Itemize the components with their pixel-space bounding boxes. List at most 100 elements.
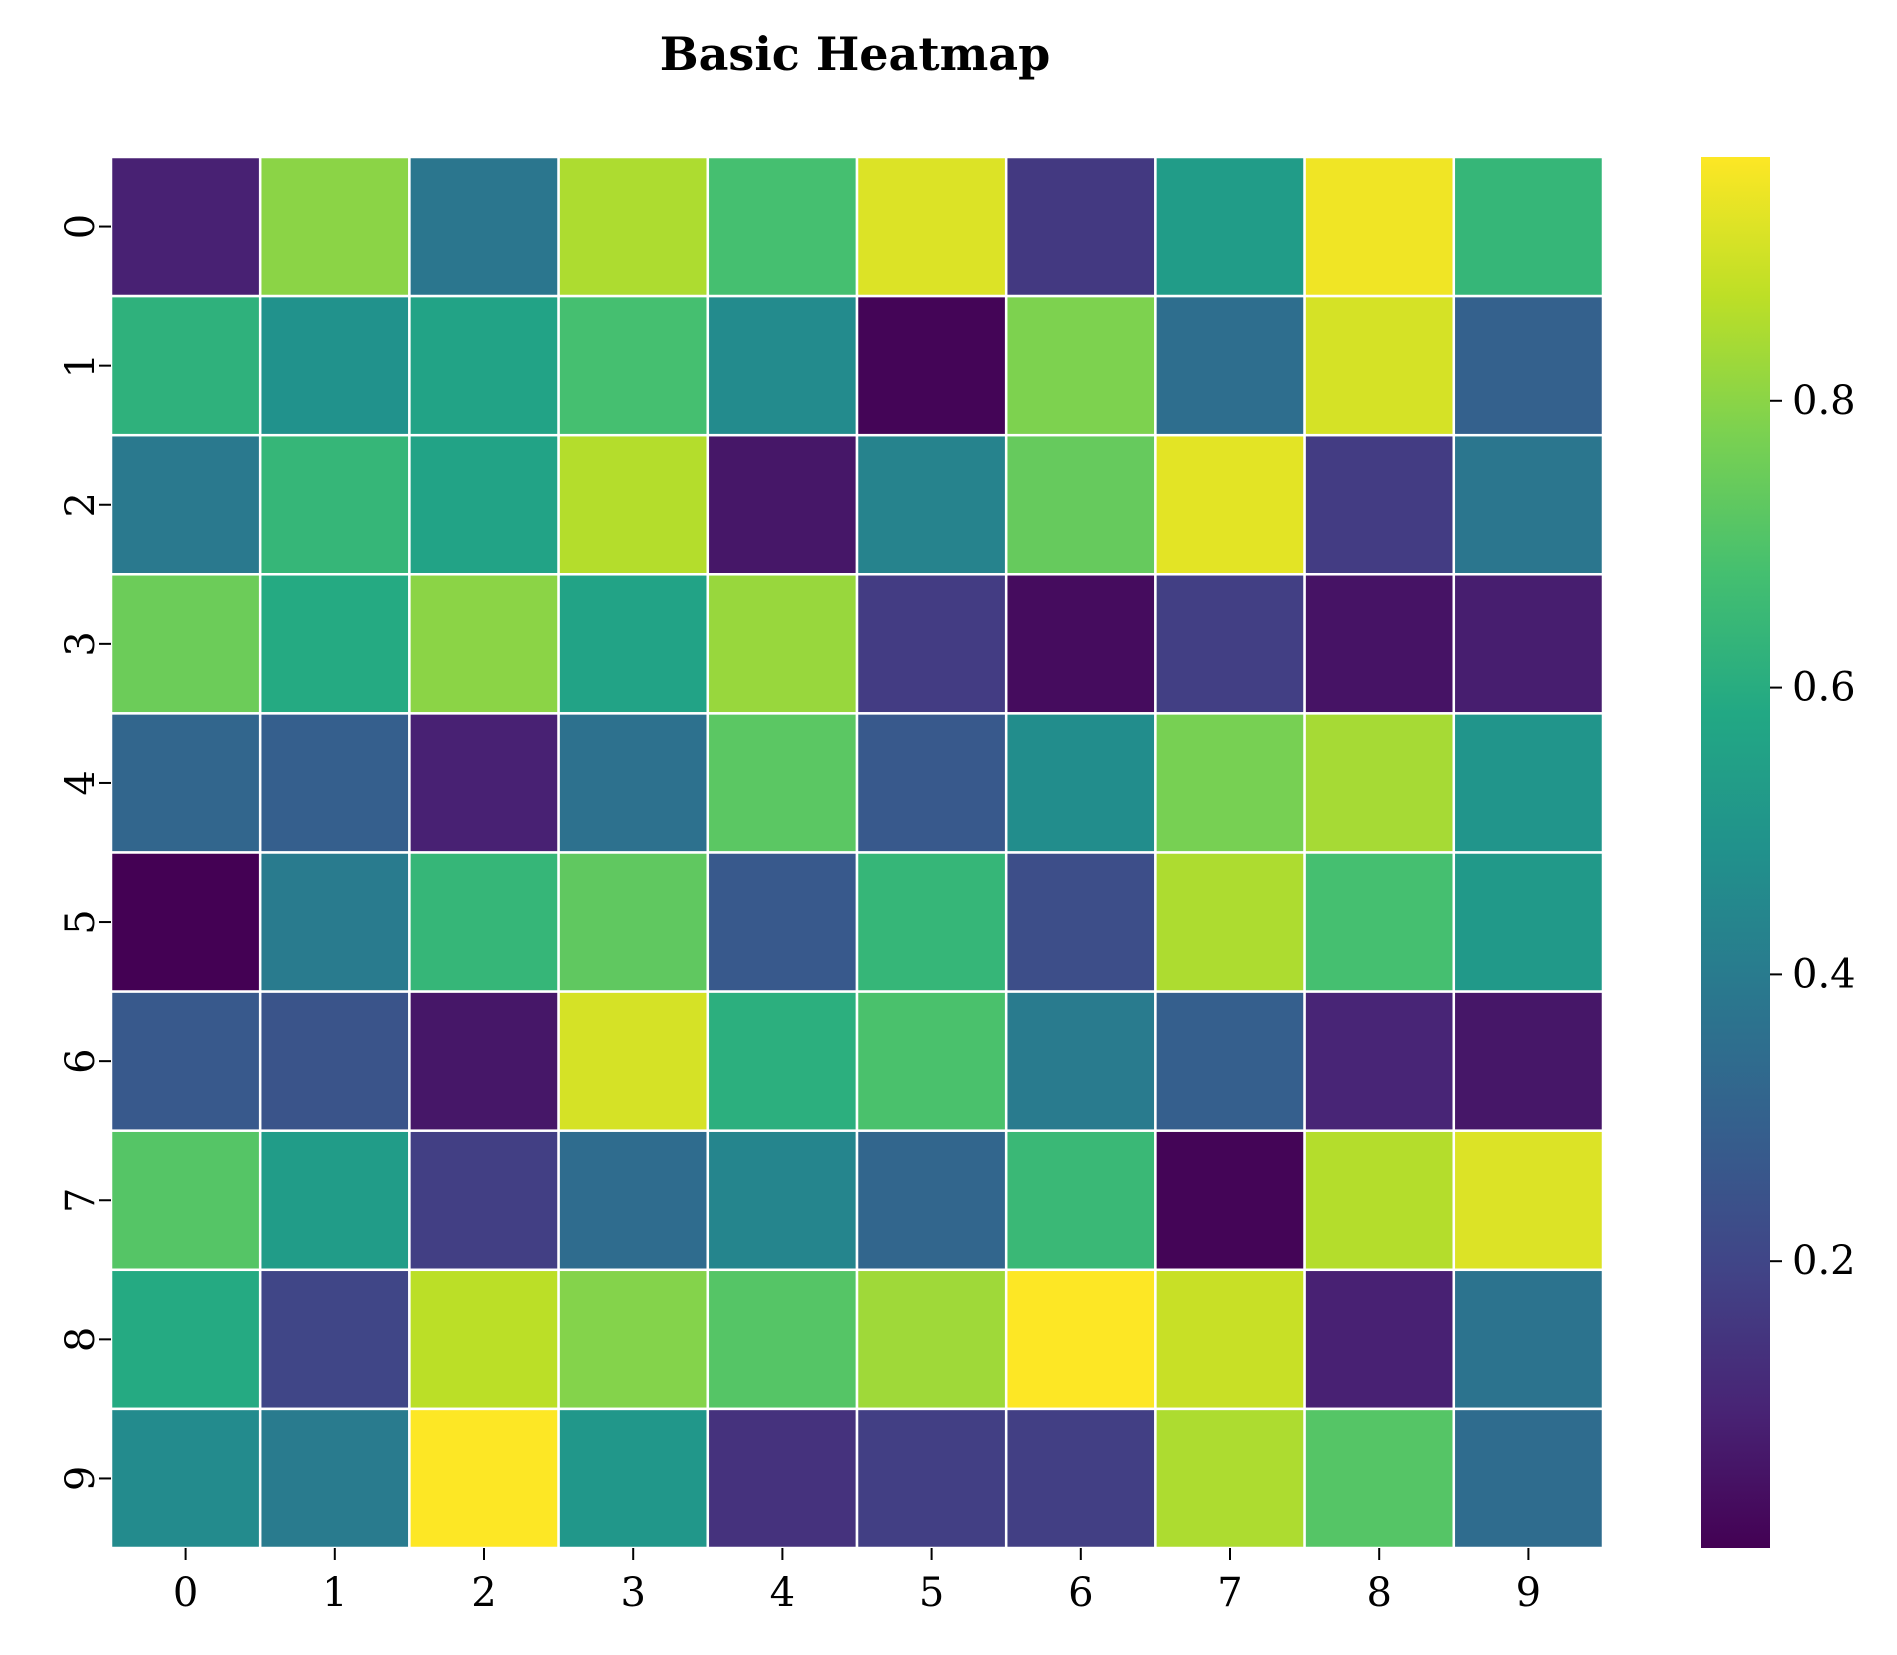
heatmap-cell-r7-c1 xyxy=(258,1129,411,1272)
heatmap-cell-r9-c7 xyxy=(1154,1407,1306,1550)
x-tick-label-2: 2 xyxy=(471,1570,496,1616)
heatmap-cell-r9-c6 xyxy=(1004,1407,1157,1550)
heatmap-cell-r6-c0 xyxy=(109,990,262,1132)
heatmap-cell-r8-c0 xyxy=(109,1268,262,1411)
heatmap-cell-r4-c9 xyxy=(1452,712,1605,854)
heatmap-cell-r6-c8 xyxy=(1303,990,1456,1132)
y-axis: 0 1 2 3 4 5 6 7 8 9 xyxy=(58,214,111,1491)
heatmap-cell-r8-c4 xyxy=(706,1268,859,1411)
heatmap-cell-r0-c5 xyxy=(855,155,1008,298)
y-tick-label-1: 1 xyxy=(58,353,104,378)
heatmap-cell-r3-c6 xyxy=(1004,573,1157,715)
chart-title: Basic Heatmap xyxy=(660,27,1051,81)
heatmap-cell-r3-c1 xyxy=(258,573,411,715)
heatmap-cell-r3-c3 xyxy=(557,573,710,715)
colorbar-tick-label-3: 0.8 xyxy=(1792,378,1856,424)
heatmap-cell-r6-c9 xyxy=(1452,990,1605,1132)
heatmap-cell-r8-c7 xyxy=(1154,1268,1306,1411)
heatmap-cell-r4-c3 xyxy=(557,712,710,854)
heatmap-cell-r2-c5 xyxy=(855,433,1008,576)
heatmap-cell-r7-c4 xyxy=(706,1129,859,1272)
x-tick-label-7: 7 xyxy=(1217,1570,1242,1616)
heatmap-cell-r0-c3 xyxy=(557,155,710,298)
heatmap-cell-r0-c6 xyxy=(1004,155,1157,298)
x-tick-label-4: 4 xyxy=(770,1570,795,1616)
heatmap-cell-r4-c6 xyxy=(1004,712,1157,854)
heatmap-cell-r8-c3 xyxy=(557,1268,710,1411)
x-tick-label-9: 9 xyxy=(1516,1570,1541,1616)
heatmap-cell-r9-c3 xyxy=(557,1407,710,1550)
x-tick-label-1: 1 xyxy=(322,1570,347,1616)
heatmap-cell-r8-c6 xyxy=(1004,1268,1157,1411)
y-tick-label-7: 7 xyxy=(58,1188,104,1213)
y-tick-label-3: 3 xyxy=(58,631,104,656)
heatmap-cell-r2-c8 xyxy=(1303,433,1456,576)
heatmap-cell-r6-c2 xyxy=(408,990,560,1132)
heatmap-cell-r7-c6 xyxy=(1004,1129,1157,1272)
y-tick-label-6: 6 xyxy=(58,1048,104,1073)
x-tick-label-3: 3 xyxy=(620,1570,645,1616)
heatmap-cell-r3-c4 xyxy=(706,573,859,715)
heatmap-cell-r2-c7 xyxy=(1154,433,1306,576)
heatmap-cell-r2-c0 xyxy=(109,433,262,576)
heatmap-cell-r5-c2 xyxy=(408,851,560,993)
x-tick-label-6: 6 xyxy=(1068,1570,1093,1616)
heatmap-cell-r5-c4 xyxy=(706,851,859,993)
heatmap-cell-r2-c6 xyxy=(1004,433,1157,576)
colorbar-tick-label-1: 0.4 xyxy=(1792,951,1856,997)
heatmap-cell-r8-c2 xyxy=(408,1268,560,1411)
heatmap-cell-r2-c4 xyxy=(706,433,859,576)
heatmap-cell-r7-c7 xyxy=(1154,1129,1306,1272)
heatmap-cell-r4-c7 xyxy=(1154,712,1306,854)
heatmap-cell-r5-c3 xyxy=(557,851,710,993)
y-tick-label-9: 9 xyxy=(58,1466,104,1491)
colorbar-gradient xyxy=(1701,157,1770,1548)
heatmap-cell-r7-c2 xyxy=(408,1129,560,1272)
heatmap-cell-r6-c1 xyxy=(258,990,411,1132)
heatmap-cell-r1-c6 xyxy=(1004,294,1157,437)
colorbar: 0.2 0.4 0.6 0.8 xyxy=(1701,157,1856,1548)
heatmap-cell-r0-c9 xyxy=(1452,155,1605,298)
x-axis: 0 1 2 3 4 5 6 7 8 9 xyxy=(173,1548,1541,1616)
heatmap-cell-r2-c1 xyxy=(258,433,411,576)
heatmap-cell-r4-c1 xyxy=(258,712,411,854)
y-tick-label-8: 8 xyxy=(58,1327,104,1352)
heatmap-cell-r7-c9 xyxy=(1452,1129,1605,1272)
heatmap-cell-r9-c0 xyxy=(109,1407,262,1550)
heatmap-cell-r1-c5 xyxy=(855,294,1008,437)
heatmap-cell-r4-c5 xyxy=(855,712,1008,854)
heatmap-cell-r1-c1 xyxy=(258,294,411,437)
heatmap-cell-r5-c0 xyxy=(109,851,262,993)
heatmap-cell-r0-c0 xyxy=(109,155,262,298)
heatmap-cell-r0-c1 xyxy=(258,155,411,298)
y-tick-label-5: 5 xyxy=(58,909,104,934)
heatmap-cell-r1-c9 xyxy=(1452,294,1605,437)
heatmap-cell-r7-c5 xyxy=(855,1129,1008,1272)
heatmap-cell-r2-c9 xyxy=(1452,433,1605,576)
heatmap-cell-r7-c3 xyxy=(557,1129,710,1272)
heatmap-cell-r8-c5 xyxy=(855,1268,1008,1411)
heatmap-cell-r0-c4 xyxy=(706,155,859,298)
colorbar-tick-label-2: 0.6 xyxy=(1792,665,1856,711)
heatmap-cell-r2-c2 xyxy=(408,433,560,576)
heatmap-cell-r6-c7 xyxy=(1154,990,1306,1132)
heatmap-cell-r3-c7 xyxy=(1154,573,1306,715)
heatmap-cell-r2-c3 xyxy=(557,433,710,576)
x-tick-label-0: 0 xyxy=(173,1570,198,1616)
heatmap-cell-r6-c6 xyxy=(1004,990,1157,1132)
x-tick-label-8: 8 xyxy=(1366,1570,1391,1616)
y-tick-label-0: 0 xyxy=(58,214,104,239)
heatmap-cell-r9-c1 xyxy=(258,1407,411,1550)
colorbar-tick-label-0: 0.2 xyxy=(1792,1238,1856,1284)
heatmap-cell-r9-c4 xyxy=(706,1407,859,1550)
heatmap-cell-r5-c9 xyxy=(1452,851,1605,993)
heatmap-cell-r3-c8 xyxy=(1303,573,1456,715)
heatmap-cell-r6-c4 xyxy=(706,990,859,1132)
heatmap-cell-r1-c0 xyxy=(109,294,262,437)
heatmap-cell-r1-c3 xyxy=(557,294,710,437)
heatmap-cell-r5-c5 xyxy=(855,851,1008,993)
x-tick-label-5: 5 xyxy=(919,1570,944,1616)
heatmap-cell-r4-c2 xyxy=(408,712,560,854)
heatmap-cell-r0-c8 xyxy=(1303,155,1456,298)
